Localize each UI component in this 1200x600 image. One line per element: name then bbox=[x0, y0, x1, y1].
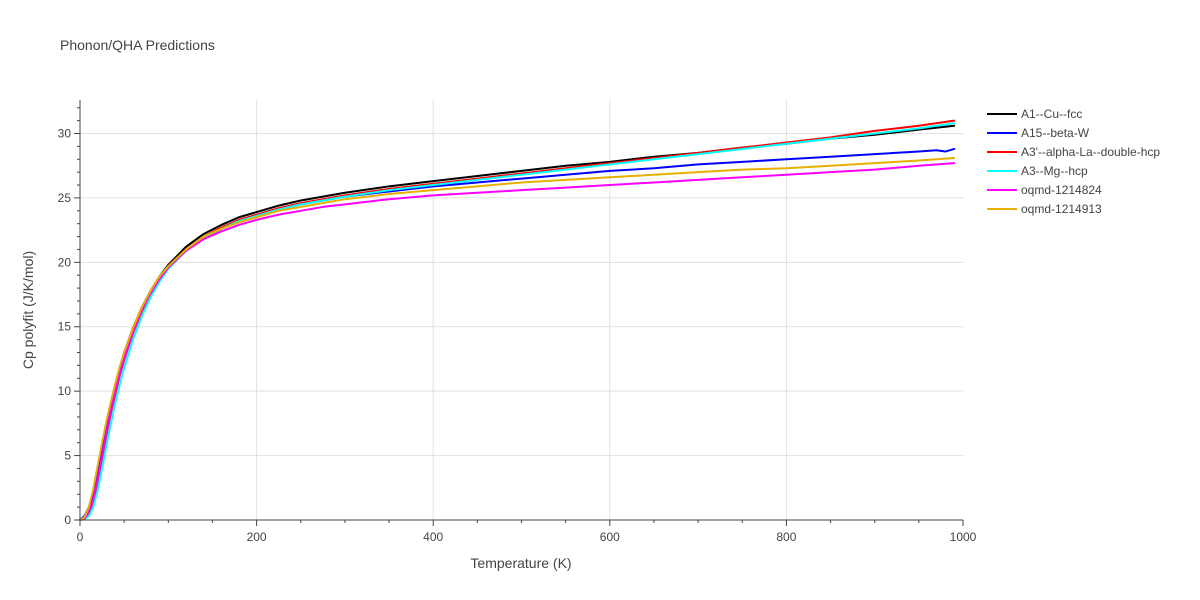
x-tick-label: 200 bbox=[247, 530, 267, 544]
x-tick-label: 800 bbox=[776, 530, 796, 544]
legend-item-6[interactable]: oqmd-1214913 bbox=[987, 202, 1102, 216]
legend-item-3[interactable]: A3'--alpha-La--double-hcp bbox=[987, 145, 1160, 159]
y-tick-label: 15 bbox=[58, 320, 72, 334]
legend-label: A3--Mg--hcp bbox=[1021, 164, 1088, 178]
series-line-1 bbox=[79, 124, 956, 521]
x-axis-ticks: 0 200 400 600 800 1000 bbox=[77, 530, 977, 544]
y-axis-ticks: 0 5 10 15 20 25 30 bbox=[58, 126, 72, 527]
x-tick-label: 1000 bbox=[950, 530, 977, 544]
grid bbox=[80, 100, 963, 520]
legend-item-5[interactable]: oqmd-1214824 bbox=[987, 183, 1102, 197]
axes bbox=[74, 100, 964, 526]
legend-item-2[interactable]: A15--beta-W bbox=[987, 126, 1090, 140]
series-line-3 bbox=[79, 119, 956, 521]
y-tick-label: 30 bbox=[58, 126, 72, 140]
y-tick-label: 25 bbox=[58, 191, 72, 205]
legend-label: A15--beta-W bbox=[1021, 126, 1090, 140]
x-tick-label: 600 bbox=[600, 530, 620, 544]
y-tick-label: 20 bbox=[58, 255, 72, 269]
legend-item-1[interactable]: A1--Cu--fcc bbox=[987, 107, 1082, 121]
x-tick-label: 400 bbox=[423, 530, 443, 544]
y-tick-label: 5 bbox=[64, 449, 71, 463]
legend-item-4[interactable]: A3--Mg--hcp bbox=[987, 164, 1088, 178]
legend-label: oqmd-1214824 bbox=[1021, 183, 1102, 197]
y-tick-label: 10 bbox=[58, 384, 72, 398]
series-line-6 bbox=[79, 156, 956, 521]
legend-label: A3'--alpha-La--double-hcp bbox=[1021, 145, 1160, 159]
x-tick-label: 0 bbox=[77, 530, 84, 544]
series-line-4 bbox=[79, 122, 956, 521]
series-line-2 bbox=[79, 147, 956, 521]
chart-title: Phonon/QHA Predictions bbox=[60, 37, 215, 53]
y-tick-label: 0 bbox=[64, 513, 71, 527]
legend[interactable]: A1--Cu--fcc A15--beta-W A3'--alpha-La--dou… bbox=[987, 107, 1160, 216]
series-line-5 bbox=[79, 162, 956, 521]
plot-area bbox=[79, 119, 956, 521]
legend-label: oqmd-1214913 bbox=[1021, 202, 1102, 216]
legend-label: A1--Cu--fcc bbox=[1021, 107, 1082, 121]
x-axis-title: Temperature (K) bbox=[470, 555, 571, 571]
y-axis-title: Cp polyfit (J/K/mol) bbox=[20, 251, 36, 369]
